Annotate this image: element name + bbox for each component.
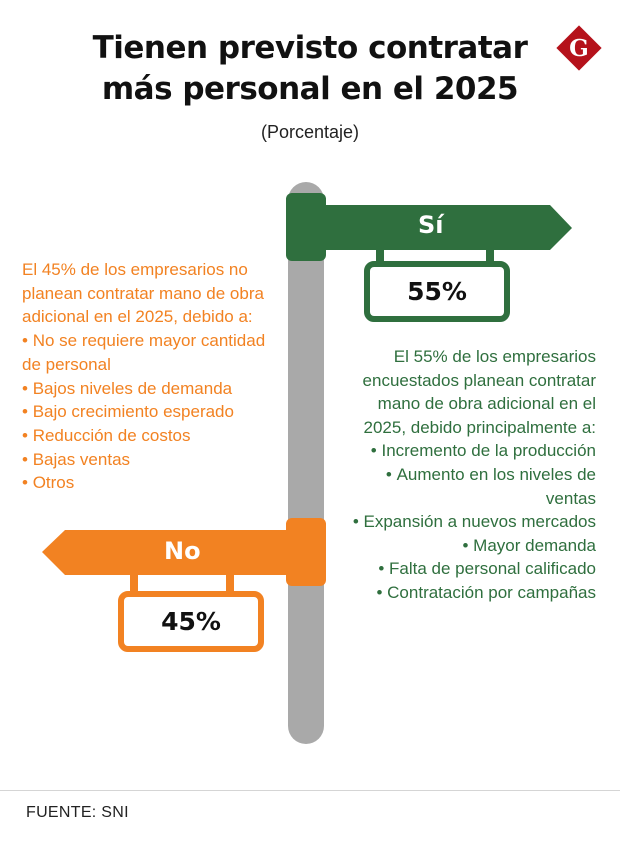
- source-note: FUENTE: SNI: [26, 804, 129, 821]
- yes-reason-item: Falta de personal calificado: [340, 557, 596, 581]
- yes-reasons-list: Incremento de la producción Aumento en l…: [340, 439, 596, 604]
- footer-divider: [0, 790, 620, 791]
- yes-reason-item: Aumento en los niveles de ventas: [340, 463, 596, 510]
- no-reason-item: Bajos niveles de demanda: [22, 377, 284, 401]
- no-reasons-annotation: El 45% de los empresarios no planean con…: [22, 258, 284, 495]
- yes-reason-item: Incremento de la producción: [340, 439, 596, 463]
- title-line-1: Tienen previsto contratar: [92, 30, 528, 66]
- yes-arrow-sign: [312, 205, 572, 250]
- chart-title: Tienen previsto contratar más personal e…: [60, 28, 560, 110]
- no-reason-item: Bajo crecimiento esperado: [22, 400, 284, 424]
- no-hanger-right: [226, 574, 234, 595]
- no-intro-text: El 45% de los empresarios no planean con…: [22, 260, 264, 327]
- signpost-pole: [288, 182, 324, 744]
- title-line-2: más personal en el 2025: [101, 71, 519, 107]
- no-reason-item: Otros: [22, 471, 284, 495]
- yes-reason-item: Contratación por campañas: [340, 581, 596, 605]
- no-reasons-list: No se requiere mayor cantidad de persona…: [22, 329, 284, 495]
- logo-letter: G: [569, 35, 589, 62]
- no-reason-item: Reducción de costos: [22, 424, 284, 448]
- chart-subtitle: (Porcentaje): [260, 122, 360, 142]
- no-hanger-left: [130, 574, 138, 595]
- yes-hanger-right: [486, 249, 494, 265]
- yes-hanger-left: [376, 249, 384, 265]
- yes-value-label: 55%: [364, 261, 510, 322]
- yes-intro-text: El 55% de los empresarios encuestados pl…: [362, 347, 596, 437]
- no-arrow-sign: [42, 530, 300, 575]
- no-reason-item: Bajas ventas: [22, 448, 284, 472]
- no-reason-item: No se requiere mayor cantidad de persona…: [22, 329, 284, 376]
- brand-logo-icon: G: [556, 25, 602, 71]
- yes-reason-item: Mayor demanda: [340, 534, 596, 558]
- no-category-label: No: [164, 537, 201, 565]
- yes-category-label: Sí: [418, 211, 444, 239]
- yes-reasons-annotation: El 55% de los empresarios encuestados pl…: [340, 345, 596, 605]
- no-value-label: 45%: [118, 591, 264, 652]
- yes-reason-item: Expansión a nuevos mercados: [340, 510, 596, 534]
